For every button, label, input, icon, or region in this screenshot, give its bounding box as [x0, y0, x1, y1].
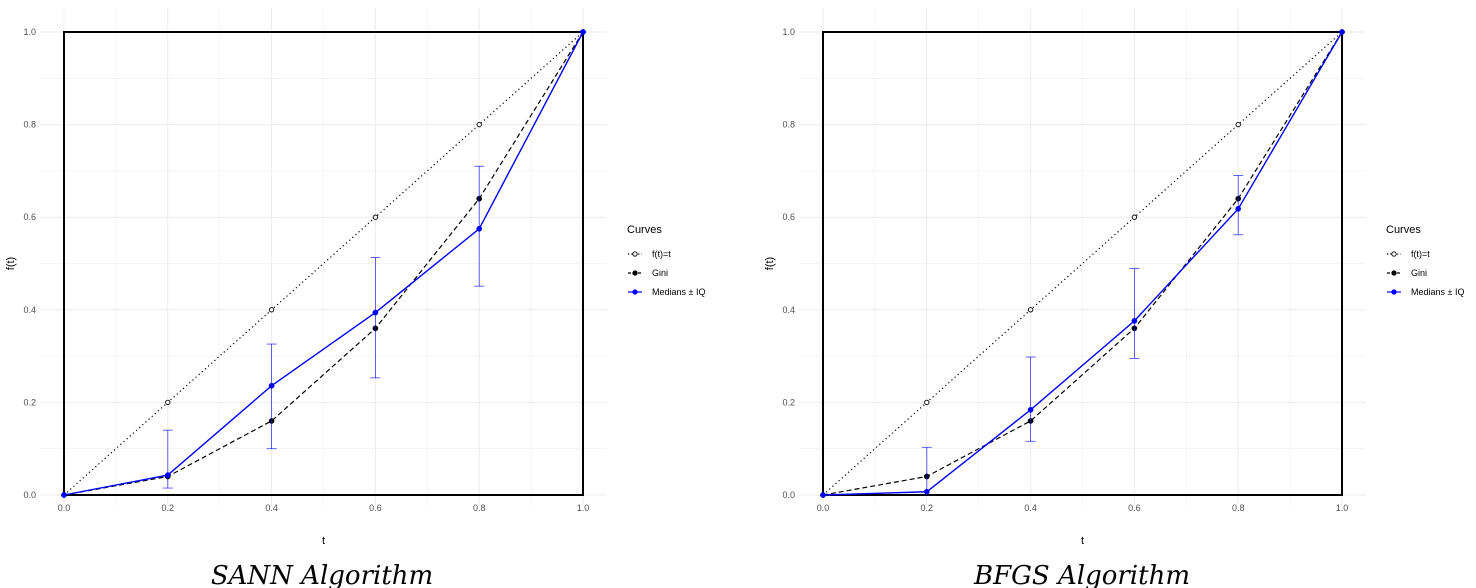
legend-key-marker — [632, 289, 638, 295]
data-point — [924, 399, 930, 406]
legend: Curves f(t)=t Gini Medians ± IQ — [1386, 224, 1464, 297]
y-tick-label: 0.0 — [782, 490, 795, 500]
data-point — [580, 29, 586, 35]
chart-sann: 0.0 0.2 0.4 0.6 0.8 1.0 0.0 0.2 0.4 0.6 0.8 1.0 t f(t… — [5, 8, 705, 588]
data-point — [268, 382, 275, 389]
x-axis-label: t — [322, 535, 325, 547]
data-point — [1235, 121, 1241, 128]
legend-entry: Gini — [652, 268, 668, 278]
data-point — [476, 121, 482, 128]
y-tick-label: 0.6 — [23, 212, 36, 222]
y-tick-label: 0.6 — [782, 212, 795, 222]
y-axis-label: f(t) — [764, 257, 776, 270]
x-tick-label: 0.2 — [162, 503, 175, 513]
data-point — [372, 214, 379, 220]
series-line — [63, 31, 584, 496]
x-tick-label: 0.4 — [265, 503, 278, 513]
x-tick-label: 1.0 — [1336, 503, 1349, 513]
series-line — [822, 31, 1343, 496]
legend-entry: f(t)=t — [1411, 249, 1430, 259]
data-point — [268, 307, 275, 313]
legend-title: Curves — [1386, 224, 1421, 236]
y-tick-label: 0.2 — [23, 397, 36, 407]
data-point — [165, 399, 171, 406]
data-point — [1131, 214, 1138, 220]
legend-title: Curves — [627, 224, 662, 236]
x-tick-label: 0.0 — [58, 503, 71, 513]
y-tick-label: 0.8 — [782, 120, 795, 130]
legend-entry: f(t)=t — [652, 249, 671, 259]
legend-key-marker — [1391, 289, 1397, 295]
x-tick-label: 1.0 — [577, 503, 590, 513]
grid — [40, 8, 607, 506]
series-2 — [61, 29, 586, 498]
legend-entry: Gini — [1411, 268, 1427, 278]
data-point — [1027, 406, 1034, 413]
x-tick-label: 0.6 — [369, 503, 382, 513]
chart-bfgs: 0.0 0.2 0.4 0.6 0.8 1.0 0.0 0.2 0.4 0.6 0.8 1.0 t f(t… — [764, 8, 1464, 588]
legend: Curves f(t)=t Gini Medians ± IQ — [627, 224, 705, 297]
legend-key-marker — [1391, 270, 1397, 276]
data-point — [923, 488, 930, 495]
data-point — [476, 225, 483, 232]
y-tick-label: 0.0 — [23, 490, 36, 500]
legend-key-marker — [632, 251, 638, 257]
x-tick-label: 0.0 — [817, 503, 830, 513]
y-tick-label: 1.0 — [782, 27, 795, 37]
data-point — [820, 492, 826, 498]
series-2 — [820, 29, 1345, 498]
y-tick-label: 0.4 — [23, 305, 36, 315]
y-tick-label: 1.0 — [23, 27, 36, 37]
legend-entry: Medians ± IQ — [1411, 287, 1464, 297]
data-point — [61, 492, 67, 498]
x-tick-label: 0.6 — [1128, 503, 1141, 513]
data-point — [1339, 29, 1345, 35]
chart-caption: SANN Algorithm — [211, 561, 433, 588]
chart-caption: BFGS Algorithm — [973, 561, 1190, 588]
legend-key-marker — [1391, 251, 1397, 257]
x-tick-label: 0.8 — [473, 503, 486, 513]
plot-frame — [822, 31, 1343, 496]
series-line — [63, 31, 584, 496]
legend-key-marker — [632, 270, 638, 276]
y-tick-label: 0.4 — [782, 305, 795, 315]
grid — [799, 8, 1366, 506]
legend-entry: Medians ± IQ — [652, 287, 705, 297]
series-line — [822, 31, 1343, 496]
data-point — [1235, 206, 1242, 212]
y-axis-label: f(t) — [5, 257, 17, 270]
plot-frame — [63, 31, 584, 496]
x-axis-label: t — [1081, 535, 1084, 547]
data-point — [1027, 307, 1034, 313]
x-tick-label: 0.4 — [1024, 503, 1037, 513]
data-point — [1131, 318, 1138, 324]
x-tick-label: 0.8 — [1232, 503, 1245, 513]
x-tick-label: 0.2 — [921, 503, 934, 513]
y-tick-label: 0.2 — [782, 397, 795, 407]
data-point — [164, 472, 171, 478]
data-point — [372, 309, 379, 316]
y-tick-label: 0.8 — [23, 120, 36, 130]
